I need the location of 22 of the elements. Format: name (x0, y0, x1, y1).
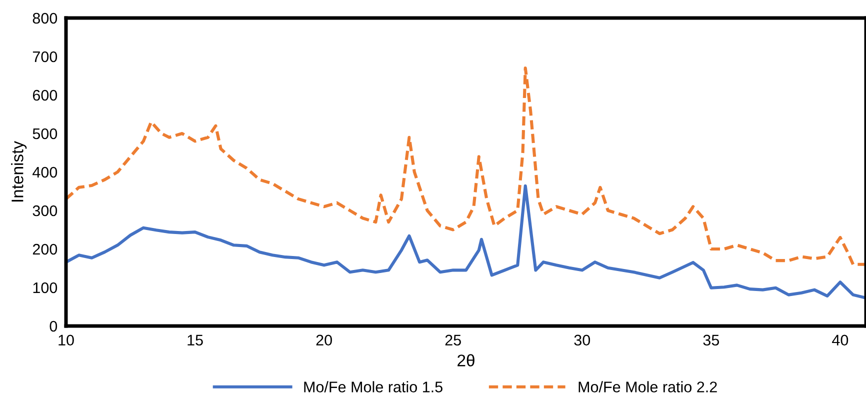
y-axis-title: Intenisty (11, 140, 27, 202)
y-tick-label: 300 (32, 205, 58, 216)
legend-label: Mo/Fe Mole ratio 1.5 (304, 381, 442, 392)
y-tick-label: 200 (32, 244, 58, 255)
x-tick-label: 30 (574, 334, 590, 346)
y-tick-label: 500 (32, 128, 58, 140)
line-series (66, 184, 866, 300)
y-tick-label: 700 (32, 51, 58, 62)
y-tick-label: 0 (50, 320, 58, 332)
x-tick-label: 35 (703, 334, 720, 346)
y-tick-label: 600 (32, 90, 58, 101)
line-series (66, 66, 866, 266)
x-tick-label: 25 (445, 334, 461, 346)
x-tick-label: 20 (316, 334, 332, 346)
x-tick-label: 10 (58, 334, 74, 346)
x-tick-label: 15 (188, 334, 203, 346)
y-tick-label: 400 (32, 166, 58, 178)
y-tick-label: 800 (32, 12, 58, 24)
y-tick-label: 100 (33, 282, 58, 294)
x-axis-title: 2θ (458, 354, 474, 366)
x-tick-label: 40 (832, 334, 848, 346)
legend-label: Mo/Fe Mole ratio 2.2 (578, 381, 717, 392)
